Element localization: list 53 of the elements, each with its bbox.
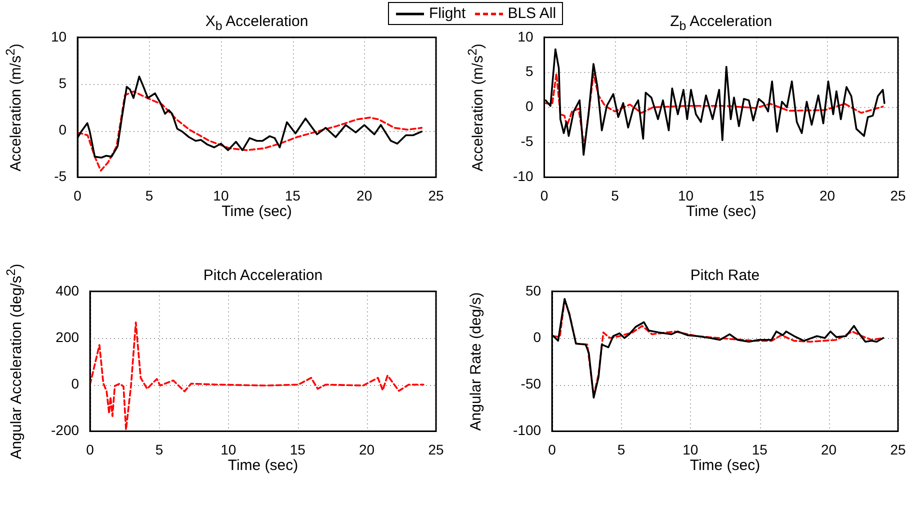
y-tick-label: -5: [520, 133, 534, 150]
x-tick-label: 20: [359, 441, 375, 458]
x-tick-label: 5: [155, 441, 164, 458]
y-tick-label: 5: [525, 63, 534, 80]
y-tick-label: -50: [520, 375, 542, 392]
x-tick-label: 10: [682, 441, 698, 458]
x-tick-label: 0: [86, 441, 94, 458]
line-series: [90, 321, 424, 431]
y-tick-label: 10: [518, 28, 534, 44]
y-tick-label: 0: [525, 98, 534, 114]
x-tick-label: 20: [821, 441, 837, 458]
y-tick-label: -5: [54, 168, 67, 184]
x-tick-label: 20: [819, 187, 836, 204]
x-tick-label: 25: [890, 187, 906, 204]
x-tick-label: 5: [617, 441, 626, 458]
y-tick-label: 0: [58, 121, 67, 138]
x-tick-label: 10: [220, 441, 236, 458]
x-tick-label: 5: [145, 187, 154, 204]
x-tick-label: 10: [213, 187, 229, 204]
y-tick-label: -200: [50, 422, 80, 438]
y-tick-label: 10: [50, 28, 67, 44]
line-series: [544, 72, 884, 148]
legend-label: Flight: [429, 5, 466, 22]
chart-title: Pitch Acceleration: [202, 267, 324, 284]
x-axis-title: Time (sec): [684, 203, 758, 220]
x-tick-label: 25: [890, 441, 906, 458]
x-tick-label: 0: [548, 441, 556, 458]
y-tick-label: 0: [71, 375, 80, 392]
x-tick-label: 25: [428, 441, 444, 458]
x-tick-label: 5: [611, 187, 620, 204]
y-tick-label: 0: [533, 328, 542, 345]
x-tick-label: 15: [284, 187, 301, 204]
legend-label: BLS All: [508, 5, 556, 22]
chart-title: X$_{b}$ Acceleration: [205, 13, 308, 34]
x-tick-label: 10: [678, 187, 694, 204]
x-tick-label: 15: [752, 441, 768, 458]
y-tick-label: 200: [56, 328, 80, 345]
x-tick-label: 25: [428, 187, 444, 204]
y-tick-label: 400: [56, 282, 80, 298]
chart-title: Z$_{b}$ Acceleration: [670, 13, 772, 34]
y-tick-label: -10: [513, 168, 534, 184]
x-tick-label: 15: [290, 441, 306, 458]
x-axis-title: Time (sec): [226, 457, 300, 474]
x-tick-label: 15: [748, 187, 764, 204]
line-series: [78, 90, 423, 172]
y-tick-label: -100: [512, 422, 542, 438]
x-tick-label: 20: [356, 187, 372, 204]
x-axis-title: Time (sec): [688, 457, 762, 474]
y-tick-label: 5: [58, 74, 67, 91]
y-tick-label: 50: [525, 282, 542, 298]
y-axis-title: Angular Rate (deg/s): [468, 292, 485, 430]
chart-title: Pitch Rate: [689, 267, 761, 284]
x-axis-title: Time (sec): [220, 203, 293, 220]
